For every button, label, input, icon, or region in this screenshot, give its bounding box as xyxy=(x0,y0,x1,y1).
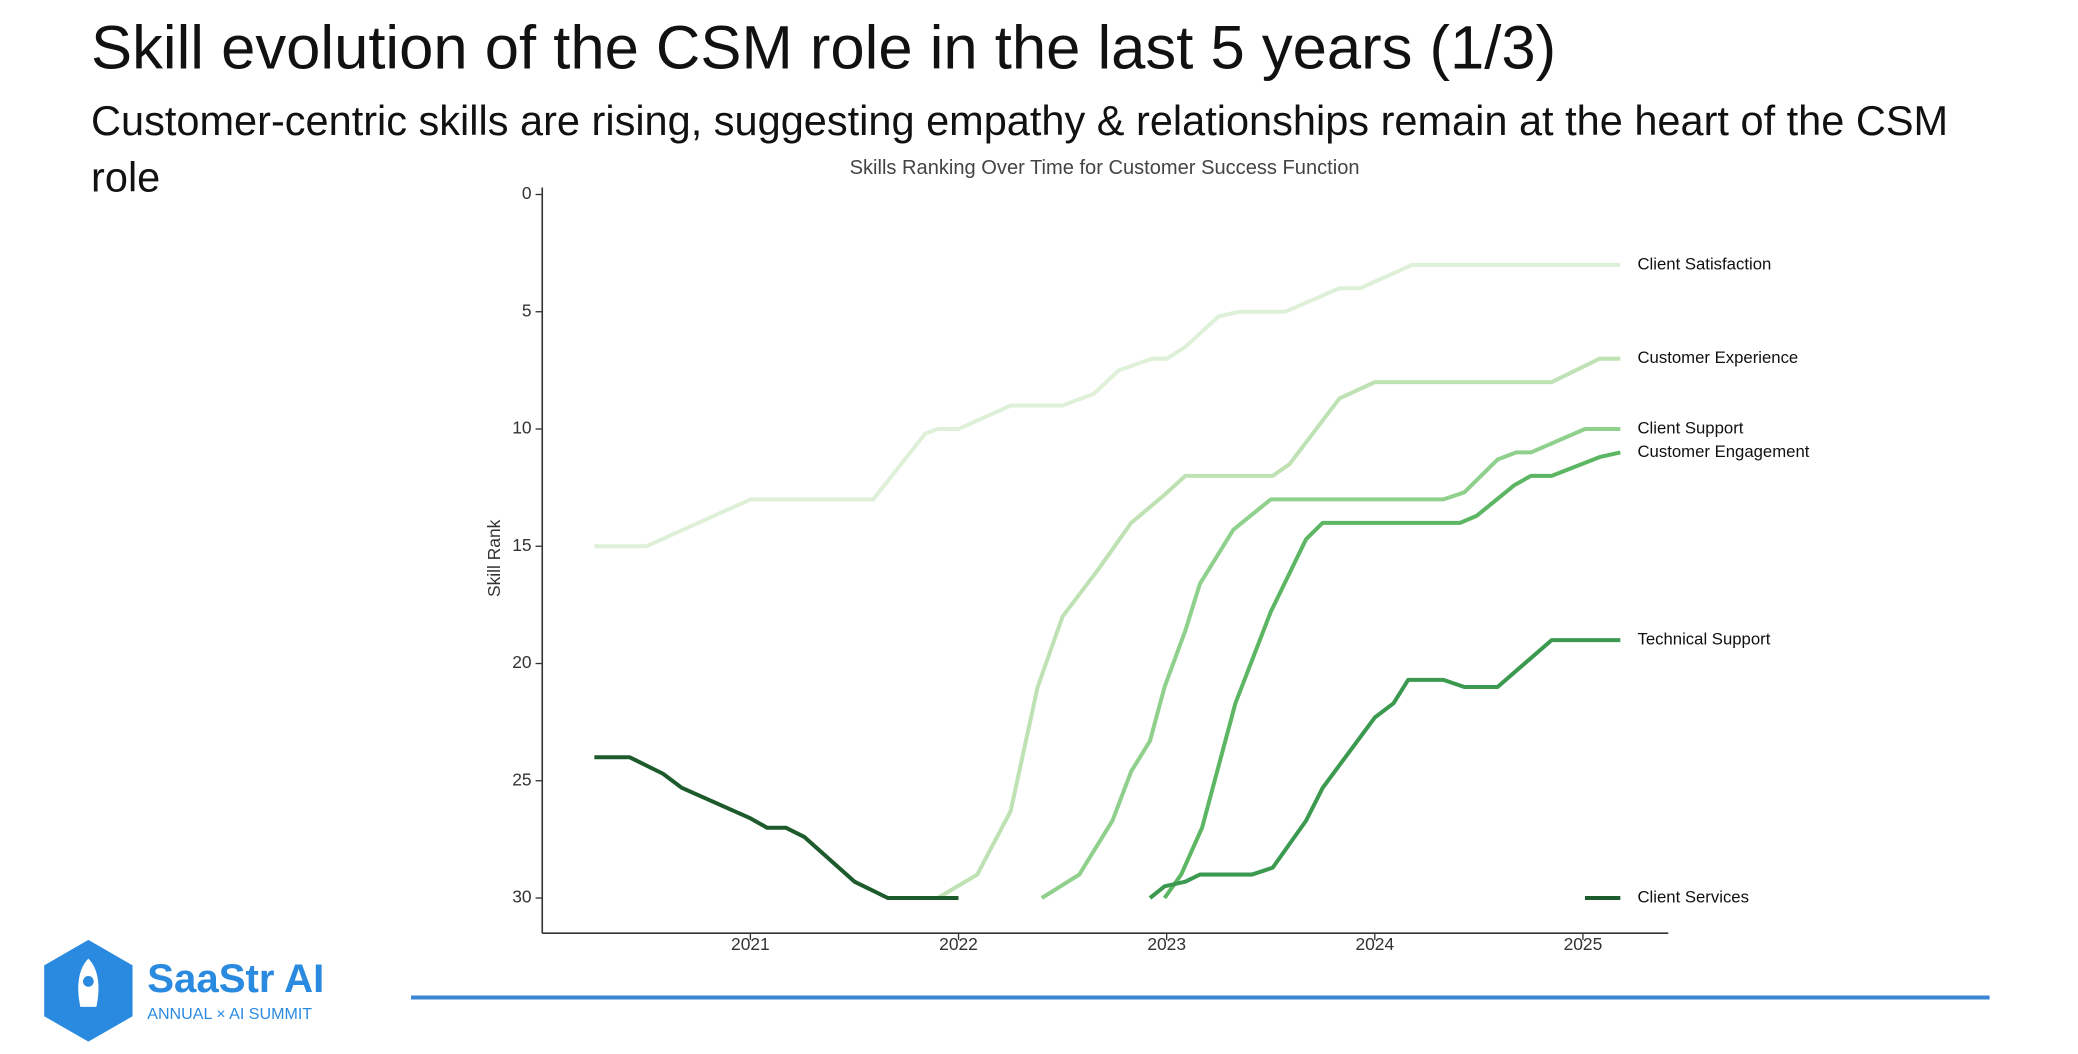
y-tick-label: 5 xyxy=(522,300,532,320)
series-line xyxy=(1040,426,1621,900)
x-tick-label: 2022 xyxy=(939,934,978,954)
chart-title: Skills Ranking Over Time for Customer Su… xyxy=(850,157,1360,179)
y-tick-label: 0 xyxy=(522,183,532,203)
logo-name: SaaStr AI xyxy=(147,956,324,1001)
y-tick-label: 20 xyxy=(512,652,531,672)
logo-window xyxy=(83,976,94,987)
x-tick-label: 2024 xyxy=(1355,934,1394,954)
series-line xyxy=(936,356,1621,900)
series-label: Client Satisfaction xyxy=(1637,254,1771,273)
series-label: Client Support xyxy=(1637,418,1743,437)
logo: SaaStr AI ANNUAL × AI SUMMIT xyxy=(44,939,324,1042)
y-tick-label: 25 xyxy=(512,769,531,789)
slide-subtitle: Customer-centric skills are rising, sugg… xyxy=(91,97,1949,201)
x-tick-label: 2023 xyxy=(1147,934,1186,954)
logo-tagline: ANNUAL × AI SUMMIT xyxy=(147,1005,312,1023)
y-tick-label: 10 xyxy=(512,418,531,438)
series-line xyxy=(594,755,1621,901)
series-line xyxy=(594,262,1621,549)
series-label: Customer Experience xyxy=(1637,348,1798,367)
y-tick-label: 15 xyxy=(512,535,531,555)
y-axis-label: Skill Rank xyxy=(484,519,504,597)
slide-title: Skill evolution of the CSM role in the l… xyxy=(91,12,1557,82)
x-tick-label: 2021 xyxy=(731,934,770,954)
x-tick-label: 2025 xyxy=(1564,934,1603,954)
series-line xyxy=(1148,638,1621,900)
series-label: Customer Engagement xyxy=(1637,442,1809,461)
series-label: Client Services xyxy=(1637,887,1749,906)
series-label: Technical Support xyxy=(1637,629,1770,648)
y-tick-label: 30 xyxy=(512,887,531,907)
series-line xyxy=(1162,450,1621,900)
